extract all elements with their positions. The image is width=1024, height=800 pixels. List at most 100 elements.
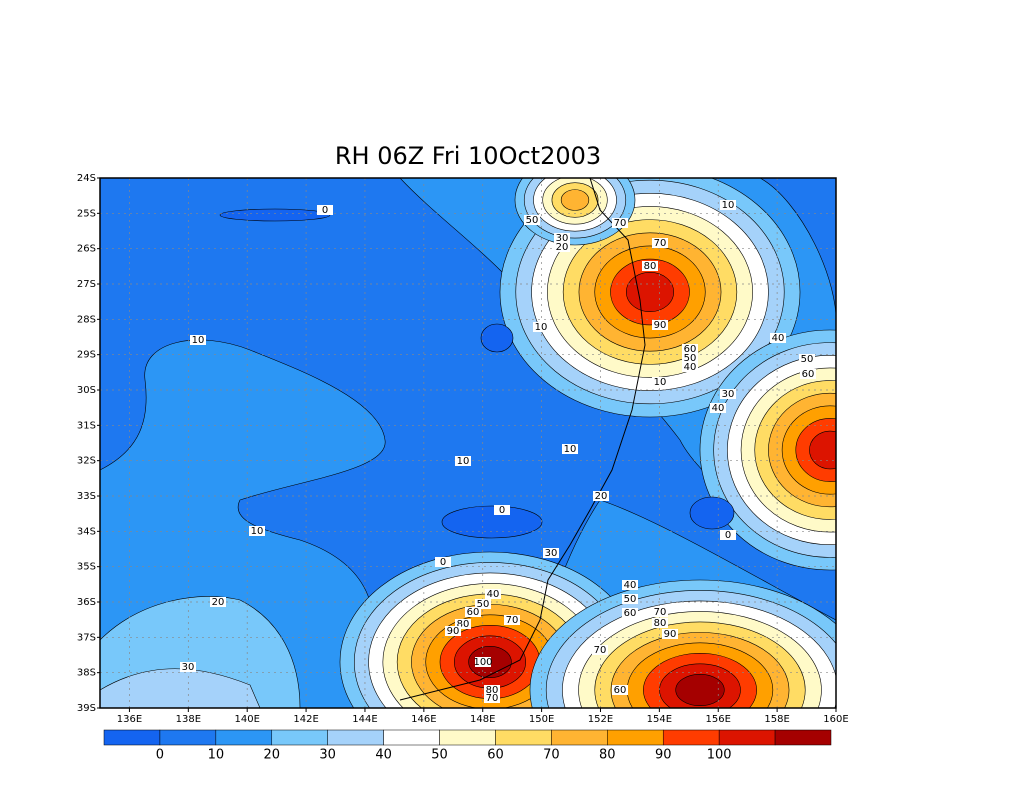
colorbar-label: 0	[156, 748, 164, 763]
label-box	[562, 444, 578, 454]
y-tick-label: 30S	[77, 385, 96, 396]
x-tick-label: 156E	[706, 714, 731, 725]
contour-fill	[441, 505, 543, 539]
label-box	[455, 619, 471, 629]
contour-label: 50	[624, 594, 637, 605]
y-tick-label: 26S	[77, 244, 96, 255]
colorbar-swatch	[607, 729, 664, 746]
label-box	[524, 215, 540, 225]
label-box	[652, 238, 668, 248]
label-box	[710, 403, 726, 413]
colorbar-label: 90	[655, 748, 672, 763]
x-tick-label: 146E	[411, 714, 436, 725]
label-box	[720, 389, 736, 399]
plot-frame	[99, 177, 837, 709]
contour-fill	[219, 208, 331, 222]
contour-label: 70	[654, 607, 667, 618]
contour-fills	[100, 178, 836, 708]
colorbar-label: 30	[319, 748, 336, 763]
contour-label: 0	[725, 530, 731, 541]
contour-fill	[809, 430, 836, 470]
label-box	[592, 645, 608, 655]
colorbar-swatch	[774, 729, 832, 746]
y-tick-label: 28S	[77, 314, 96, 325]
contour-label: 10	[722, 200, 735, 211]
label-box	[652, 618, 668, 628]
label-box	[485, 589, 501, 599]
label-box	[612, 685, 628, 695]
label-box	[494, 505, 510, 515]
label-box	[504, 615, 520, 625]
contour-label: 70	[654, 238, 667, 249]
contour-fill	[675, 673, 725, 707]
label-box	[652, 607, 668, 617]
y-tick-label: 33S	[77, 491, 96, 502]
contour-label: 0	[322, 205, 328, 216]
contour-label: 20	[212, 597, 225, 608]
label-box	[475, 599, 491, 609]
label-box	[554, 233, 570, 243]
colorbar-swatch	[495, 729, 552, 746]
contour-label: 40	[624, 580, 637, 591]
colorbar-swatch	[327, 729, 384, 746]
colorbar-label: 70	[543, 748, 560, 763]
label-box	[770, 333, 786, 343]
colorbar-swatch	[662, 729, 720, 746]
contour-label: 70	[486, 693, 499, 704]
y-tick-label: 38S	[77, 668, 96, 679]
label-box	[543, 548, 559, 558]
label-box	[317, 205, 333, 215]
y-tick-label: 36S	[77, 597, 96, 608]
y-tick-label: 27S	[77, 279, 96, 290]
contour-label: 90	[664, 629, 677, 640]
colorbar-swatch	[439, 729, 496, 746]
contour-label: 80	[457, 619, 470, 630]
label-box	[652, 377, 668, 387]
contour-label: 60	[684, 344, 697, 355]
contour-label: 40	[772, 333, 785, 344]
coastline	[399, 177, 646, 701]
contour-label: 90	[447, 626, 460, 637]
x-tick-label: 148E	[470, 714, 495, 725]
contour-label: 60	[467, 607, 480, 618]
contour-label: 30	[556, 233, 569, 244]
x-tick-label: 138E	[176, 714, 201, 725]
contour-fill	[626, 271, 674, 313]
contour-label: 10	[457, 456, 470, 467]
label-box	[799, 354, 815, 364]
label-box	[652, 320, 668, 330]
colorbar-swatch	[159, 729, 217, 746]
contour-label: 80	[654, 618, 667, 629]
colorbar-label: 50	[431, 748, 448, 763]
contour-fill	[689, 496, 735, 530]
label-box	[642, 261, 658, 271]
contour-label: 50	[526, 215, 539, 226]
contour-label: 60	[802, 369, 815, 380]
contour-label: 50	[801, 354, 814, 365]
x-tick-label: 158E	[764, 714, 789, 725]
y-tick-label: 34S	[77, 526, 96, 537]
contour-label: 70	[614, 218, 627, 229]
x-tick-label: 142E	[293, 714, 318, 725]
label-box	[554, 242, 570, 252]
label-box	[533, 322, 549, 332]
contour-label: 40	[684, 362, 697, 373]
colorbar-swatch	[271, 729, 328, 746]
x-tick-label: 154E	[647, 714, 672, 725]
label-box	[720, 200, 736, 210]
y-tick-label: 31S	[77, 420, 96, 431]
contour-fill	[560, 189, 590, 211]
label-box	[622, 594, 638, 604]
contour-label: 30	[545, 548, 558, 559]
colorbar-label: 60	[487, 748, 504, 763]
y-tick-label: 39S	[77, 703, 96, 714]
y-tick-label: 32S	[77, 456, 96, 467]
x-tick-label: 144E	[352, 714, 377, 725]
label-box	[682, 353, 698, 363]
contour-label: 60	[614, 685, 627, 696]
label-box	[800, 369, 816, 379]
map-title: RH 06Z Fri 10Oct2003	[335, 142, 601, 170]
colorbar-swatch	[215, 729, 273, 746]
contour-label: 30	[722, 389, 735, 400]
